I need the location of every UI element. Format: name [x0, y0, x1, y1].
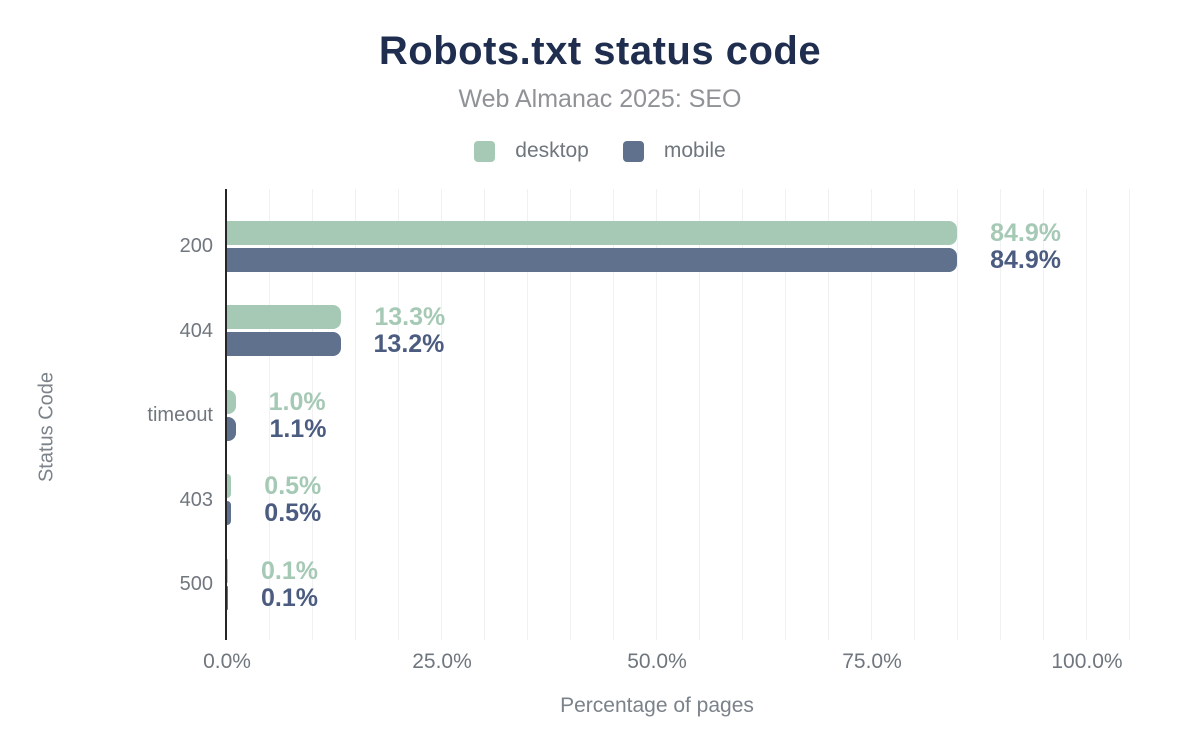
- gridline: [914, 189, 915, 640]
- chart-subtitle: Web Almanac 2025: SEO: [458, 85, 742, 113]
- gridline: [1000, 189, 1001, 640]
- gridline: [828, 189, 829, 640]
- bar-mobile-500: [227, 585, 228, 610]
- x-tick-50: 50.0%: [627, 650, 687, 673]
- legend: desktop mobile: [0, 140, 1200, 162]
- gridline: [1086, 189, 1087, 640]
- gridline: [355, 189, 356, 640]
- gridline: [441, 189, 442, 640]
- chart-title: Robots.txt status code: [378, 29, 822, 73]
- legend-label-mobile: mobile: [663, 139, 726, 162]
- category-label-404: 404: [179, 319, 213, 342]
- gridline: [656, 189, 657, 640]
- gridline: [785, 189, 786, 640]
- bar-desktop-200: [227, 220, 958, 245]
- gridline: [699, 189, 700, 640]
- gridline: [570, 189, 571, 640]
- legend-item-mobile[interactable]: mobile: [622, 139, 726, 162]
- plot-area: 84.9% 84.9% 13.3% 13.2% 1.0% 1.1% 0.5% 0.5% 0.1%…: [225, 189, 1142, 640]
- y-axis-category-labels: 200 404 timeout 403 500: [0, 189, 213, 640]
- category-label-timeout: timeout: [147, 404, 213, 427]
- x-tick-100: 100.0%: [1051, 650, 1123, 673]
- value-label-mobile-200: 84.9%: [990, 245, 1062, 274]
- legend-item-desktop[interactable]: desktop: [474, 140, 589, 162]
- value-label-desktop-timeout: 1.0%: [268, 387, 326, 416]
- x-tick-75: 75.0%: [842, 650, 902, 673]
- bar-mobile-200: [227, 247, 958, 272]
- gridline: [957, 189, 958, 640]
- value-label-mobile-timeout: 1.1%: [269, 414, 327, 443]
- x-tick-0: 0.0%: [203, 650, 251, 673]
- gridline: [269, 189, 270, 640]
- bar-mobile-403: [227, 501, 232, 526]
- bar-mobile-timeout: [227, 416, 237, 441]
- gridline: [1129, 189, 1130, 640]
- legend-label-desktop: desktop: [515, 139, 589, 162]
- value-label-mobile-404: 13.2%: [373, 330, 445, 359]
- x-axis-title: Percentage of pages: [560, 694, 754, 717]
- category-label-200: 200: [179, 235, 213, 257]
- category-label-500: 500: [179, 573, 213, 596]
- category-label-403: 403: [179, 488, 213, 511]
- x-axis-tick-labels: 0.0% 25.0% 50.0% 75.0% 100.0%: [203, 650, 1142, 675]
- gridline: [742, 189, 743, 640]
- gridline: [312, 189, 313, 640]
- bar-desktop-timeout: [227, 389, 236, 414]
- value-label-desktop-404: 13.3%: [374, 303, 446, 332]
- x-tick-25: 25.0%: [412, 650, 472, 673]
- value-label-desktop-200: 84.9%: [990, 218, 1062, 247]
- gridline: [398, 189, 399, 640]
- gridline: [484, 189, 485, 640]
- value-label-mobile-403: 0.5%: [264, 499, 322, 528]
- gridline: [871, 189, 872, 640]
- value-label-desktop-403: 0.5%: [264, 472, 322, 501]
- value-label-mobile-500: 0.1%: [261, 583, 318, 612]
- bar-desktop-404: [227, 305, 342, 330]
- bar-mobile-404: [227, 332, 341, 357]
- bar-desktop-500: [227, 558, 228, 583]
- bar-desktop-403: [227, 474, 232, 499]
- gridline: [1043, 189, 1044, 640]
- value-label-desktop-500: 0.1%: [261, 556, 318, 585]
- gridline: [613, 189, 614, 640]
- legend-swatch-desktop-icon: [474, 140, 496, 162]
- legend-swatch-mobile-icon: [622, 140, 644, 162]
- gridline: [527, 189, 528, 640]
